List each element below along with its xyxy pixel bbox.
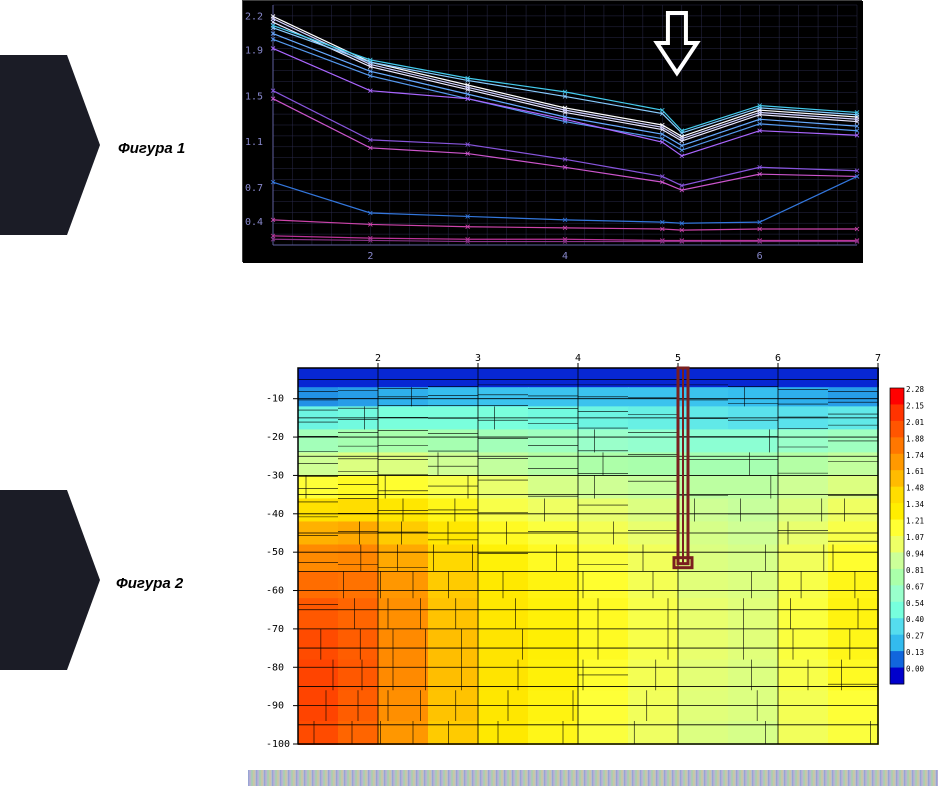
svg-text:-10: -10 [266, 394, 284, 405]
svg-text:0.40: 0.40 [906, 615, 925, 624]
heatmap-chart: 2 3 4 5 6 7 -10 -20 -30 -40 -50 -60 -70 -80 -90 -100 2.2… [248, 350, 938, 750]
svg-text:1.5: 1.5 [245, 91, 263, 102]
svg-text:1.34: 1.34 [906, 500, 925, 509]
line-chart-panel: 2.2 1.9 1.5 1.1 0.7 0.4 2 4 6 [242, 0, 862, 262]
svg-text:1.74: 1.74 [906, 451, 925, 460]
svg-text:-40: -40 [266, 509, 284, 520]
svg-text:0.27: 0.27 [906, 632, 924, 641]
svg-text:-20: -20 [266, 432, 284, 443]
figure-1-label: Фигура 1 [118, 140, 185, 157]
svg-text:1.07: 1.07 [906, 533, 924, 542]
pentagon-marker-1 [0, 55, 100, 235]
svg-text:0.7: 0.7 [245, 183, 263, 194]
pentagon-marker-2 [0, 490, 100, 670]
svg-text:2.2: 2.2 [245, 11, 263, 22]
svg-text:1.61: 1.61 [906, 467, 924, 476]
svg-text:2: 2 [367, 251, 373, 262]
svg-text:1.21: 1.21 [906, 517, 924, 526]
svg-text:-100: -100 [266, 739, 290, 750]
svg-text:1.1: 1.1 [245, 137, 263, 148]
svg-text:0.54: 0.54 [906, 599, 925, 608]
svg-text:0.94: 0.94 [906, 549, 925, 558]
svg-text:3: 3 [475, 353, 481, 364]
svg-text:1.9: 1.9 [245, 46, 263, 57]
svg-text:-80: -80 [266, 662, 284, 673]
svg-text:-50: -50 [266, 547, 284, 558]
svg-text:7: 7 [875, 353, 881, 364]
svg-text:0.4: 0.4 [245, 217, 263, 228]
svg-text:-90: -90 [266, 701, 284, 712]
svg-text:2.28: 2.28 [906, 385, 925, 394]
decorative-noise-strip [248, 770, 938, 786]
svg-text:2.15: 2.15 [906, 401, 924, 410]
svg-text:6: 6 [775, 353, 781, 364]
figure-2-label: Фигура 2 [116, 575, 183, 592]
heatmap-panel: 2 3 4 5 6 7 -10 -20 -30 -40 -50 -60 -70 -80 -90 -100 2.2… [248, 350, 938, 750]
svg-text:0.13: 0.13 [906, 648, 924, 657]
svg-text:4: 4 [575, 353, 581, 364]
svg-text:-30: -30 [266, 470, 284, 481]
svg-text:1.88: 1.88 [906, 434, 925, 443]
svg-text:1.48: 1.48 [906, 484, 925, 493]
svg-text:2.01: 2.01 [906, 418, 924, 427]
svg-text:-60: -60 [266, 586, 284, 597]
svg-text:5: 5 [675, 353, 681, 364]
line-chart: 2.2 1.9 1.5 1.1 0.7 0.4 2 4 6 [243, 1, 863, 263]
svg-text:0.00: 0.00 [906, 665, 925, 674]
svg-text:-70: -70 [266, 624, 284, 635]
svg-text:2: 2 [375, 353, 381, 364]
svg-text:6: 6 [757, 251, 763, 262]
svg-text:4: 4 [562, 251, 568, 262]
svg-text:0.67: 0.67 [906, 582, 924, 591]
svg-text:0.81: 0.81 [906, 566, 924, 575]
